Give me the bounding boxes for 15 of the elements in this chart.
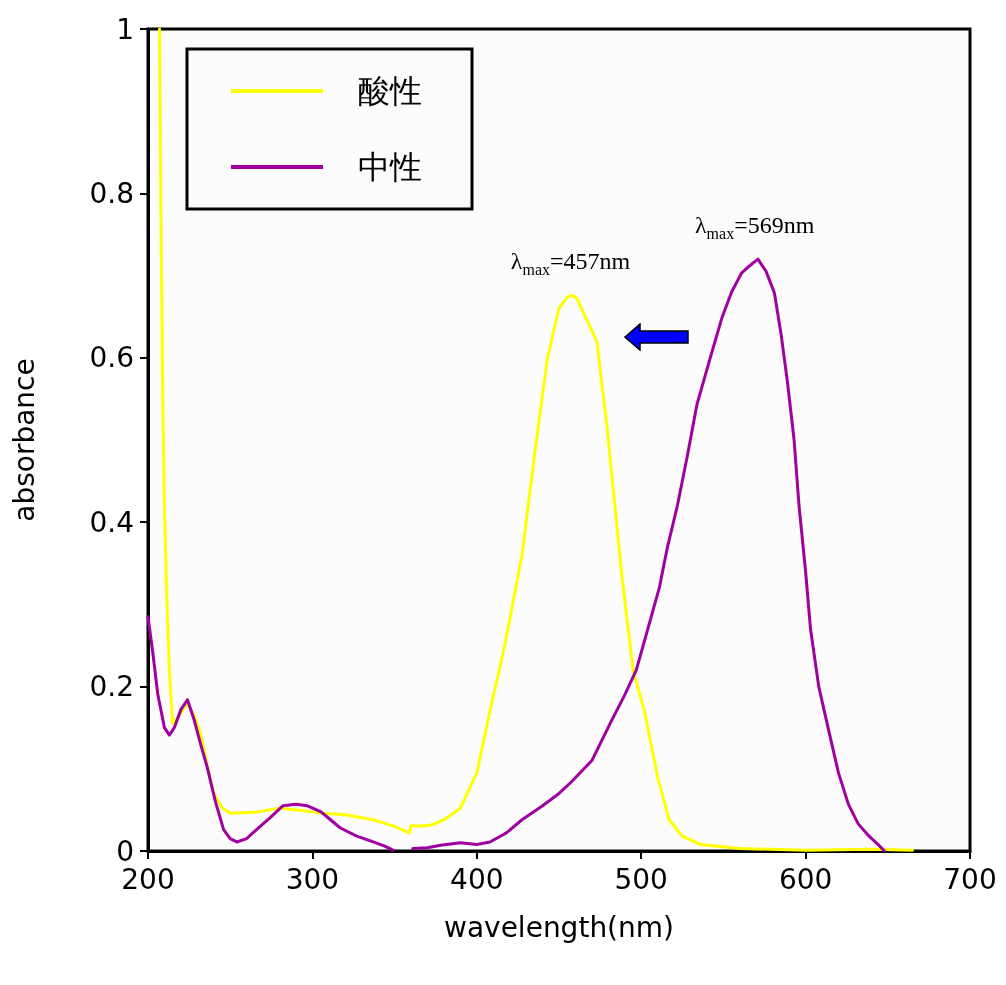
y-axis-title: absorbance bbox=[7, 358, 41, 522]
y-tick-label: 1 bbox=[116, 12, 134, 46]
x-tick-label: 600 bbox=[778, 862, 833, 896]
line-series bbox=[158, 27, 914, 852]
x-tick-label: 700 bbox=[943, 862, 997, 896]
y-tick-label: 0.2 bbox=[89, 670, 134, 704]
legend-label: 中性 bbox=[358, 148, 422, 186]
x-tick-label: 400 bbox=[450, 862, 504, 896]
x-tick-label: 300 bbox=[285, 862, 340, 896]
legend-label: 酸性 bbox=[358, 72, 422, 110]
x-tick-label: 500 bbox=[614, 862, 668, 896]
y-tick-label: 0.8 bbox=[89, 176, 134, 210]
x-axis-title: wavelength(nm) bbox=[444, 910, 674, 944]
y-tick-label: 0.6 bbox=[89, 341, 134, 375]
y-tick-label: 0.4 bbox=[89, 505, 134, 539]
